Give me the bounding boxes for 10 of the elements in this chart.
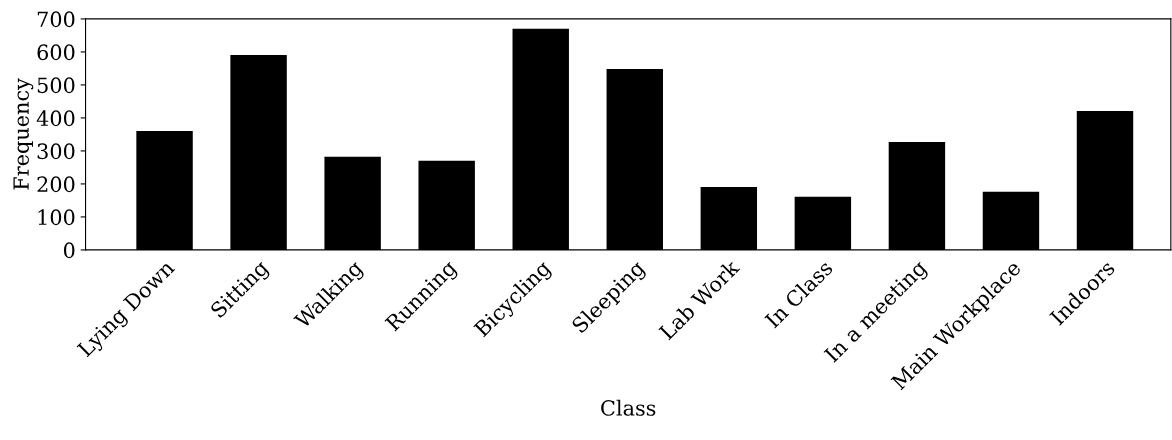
y-tick-label: 700 [37,11,75,28]
y-tick-label: 300 [37,143,75,160]
y-axis-title: Frequency [13,78,34,190]
y-tick-label: 0 [63,242,75,259]
y-tick-label: 200 [37,176,75,193]
y-tick-label: 400 [36,110,75,127]
x-axis-title: Class [601,399,656,416]
y-tick-label: 100 [38,209,75,226]
y-tick-label: 600 [37,44,75,61]
y-tick-label: 500 [37,77,75,94]
